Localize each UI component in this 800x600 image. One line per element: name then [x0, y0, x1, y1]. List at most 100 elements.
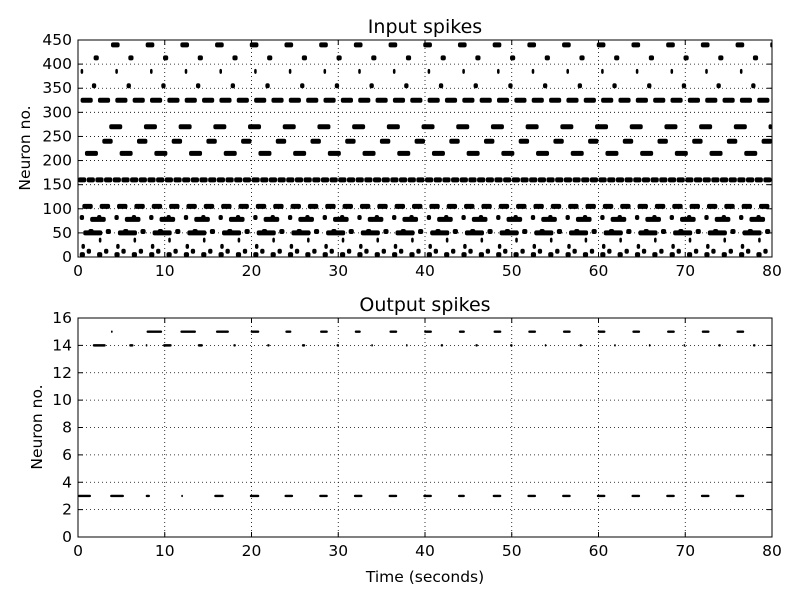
spike-mark	[400, 228, 406, 234]
spike-mark	[128, 55, 134, 61]
x-tick-label: 40	[415, 542, 435, 560]
spike-mark	[312, 177, 321, 183]
spike-mark	[393, 243, 398, 249]
spike-mark	[533, 203, 544, 209]
spike-mark	[115, 97, 128, 103]
spike-mark	[674, 150, 688, 156]
spike-mark	[235, 214, 241, 220]
spike-mark	[307, 237, 310, 243]
spike-mark	[248, 124, 262, 130]
spike-mark	[216, 177, 226, 183]
spike-mark	[659, 248, 664, 254]
spike-mark	[466, 150, 480, 156]
spike-mark	[130, 177, 139, 183]
spike-mark	[227, 228, 233, 234]
spike-mark	[388, 42, 398, 48]
spike-mark	[463, 243, 467, 249]
spike-mark	[641, 248, 647, 254]
spike-mark	[435, 228, 441, 234]
spike-mark	[374, 252, 380, 258]
spike-mark	[693, 177, 703, 183]
spike-mark	[654, 203, 666, 209]
spike-mark	[342, 203, 353, 209]
spike-mark	[494, 177, 503, 183]
spike-mark	[369, 83, 374, 89]
spike-mark	[371, 344, 373, 347]
spike-mark	[581, 177, 590, 183]
spike-mark	[267, 55, 273, 61]
spike-mark	[503, 177, 512, 183]
spike-mark	[97, 252, 103, 258]
spike-mark	[184, 97, 197, 103]
spike-mark	[249, 494, 260, 498]
spike-mark	[215, 42, 224, 48]
spike-mark	[444, 214, 449, 220]
spike-mark	[608, 228, 615, 234]
spike-mark	[462, 68, 465, 74]
spike-mark	[473, 83, 478, 89]
spike-mark	[294, 248, 300, 254]
spike-mark	[235, 252, 242, 258]
spike-mark	[306, 97, 319, 103]
spike-mark	[418, 228, 424, 234]
spike-mark	[530, 252, 537, 258]
spike-mark	[614, 55, 620, 61]
spike-mark	[273, 203, 284, 209]
spike-mark	[496, 214, 501, 220]
spike-mark	[511, 177, 520, 183]
spike-mark	[206, 138, 217, 144]
spike-mark	[390, 177, 399, 183]
spike-mark	[197, 55, 203, 61]
spike-mark	[553, 138, 564, 144]
spike-mark	[355, 177, 364, 183]
spike-mark	[199, 177, 208, 183]
spike-mark	[563, 177, 573, 183]
spike-mark	[429, 203, 440, 209]
spike-mark	[232, 55, 238, 61]
spike-mark	[319, 494, 328, 498]
spike-mark	[640, 150, 654, 156]
spike-mark	[667, 177, 677, 183]
spike-mark	[427, 68, 431, 74]
spike-mark	[154, 150, 168, 156]
spike-mark	[398, 248, 404, 254]
spike-mark	[411, 203, 423, 209]
x-tick-label: 20	[242, 262, 262, 280]
spike-mark	[305, 252, 311, 258]
spike-mark	[600, 214, 605, 220]
spike-mark	[143, 124, 157, 130]
spike-mark	[584, 237, 588, 243]
spike-mark	[736, 330, 745, 333]
spike-mark	[562, 494, 571, 498]
spike-mark	[641, 177, 651, 183]
spike-mark	[249, 42, 259, 48]
spike-mark	[763, 248, 768, 254]
spike-mark	[756, 214, 761, 220]
spike-mark	[704, 214, 709, 220]
spike-mark	[539, 228, 545, 234]
x-tick-label: 70	[675, 542, 695, 560]
spike-mark	[116, 243, 120, 249]
spike-mark	[685, 177, 694, 183]
spike-mark	[294, 177, 304, 183]
spike-mark	[652, 214, 657, 220]
spike-mark	[537, 177, 547, 183]
spike-mark	[596, 42, 606, 48]
spike-mark	[329, 177, 338, 183]
spike-mark	[478, 252, 484, 258]
spike-mark	[203, 203, 215, 209]
spike-mark	[480, 237, 484, 243]
spike-mark	[260, 248, 265, 254]
spike-mark	[383, 228, 389, 234]
spike-mark	[409, 214, 414, 220]
spike-mark	[202, 97, 215, 103]
spike-mark	[147, 177, 156, 183]
spike-mark	[79, 252, 85, 258]
spike-mark	[591, 228, 597, 234]
y-tick-label: 300	[42, 103, 72, 121]
spike-mark	[718, 344, 721, 347]
spike-mark	[267, 344, 270, 347]
spike-mark	[597, 330, 606, 333]
y-tick-label: 450	[42, 31, 72, 49]
spike-mark	[416, 248, 421, 254]
